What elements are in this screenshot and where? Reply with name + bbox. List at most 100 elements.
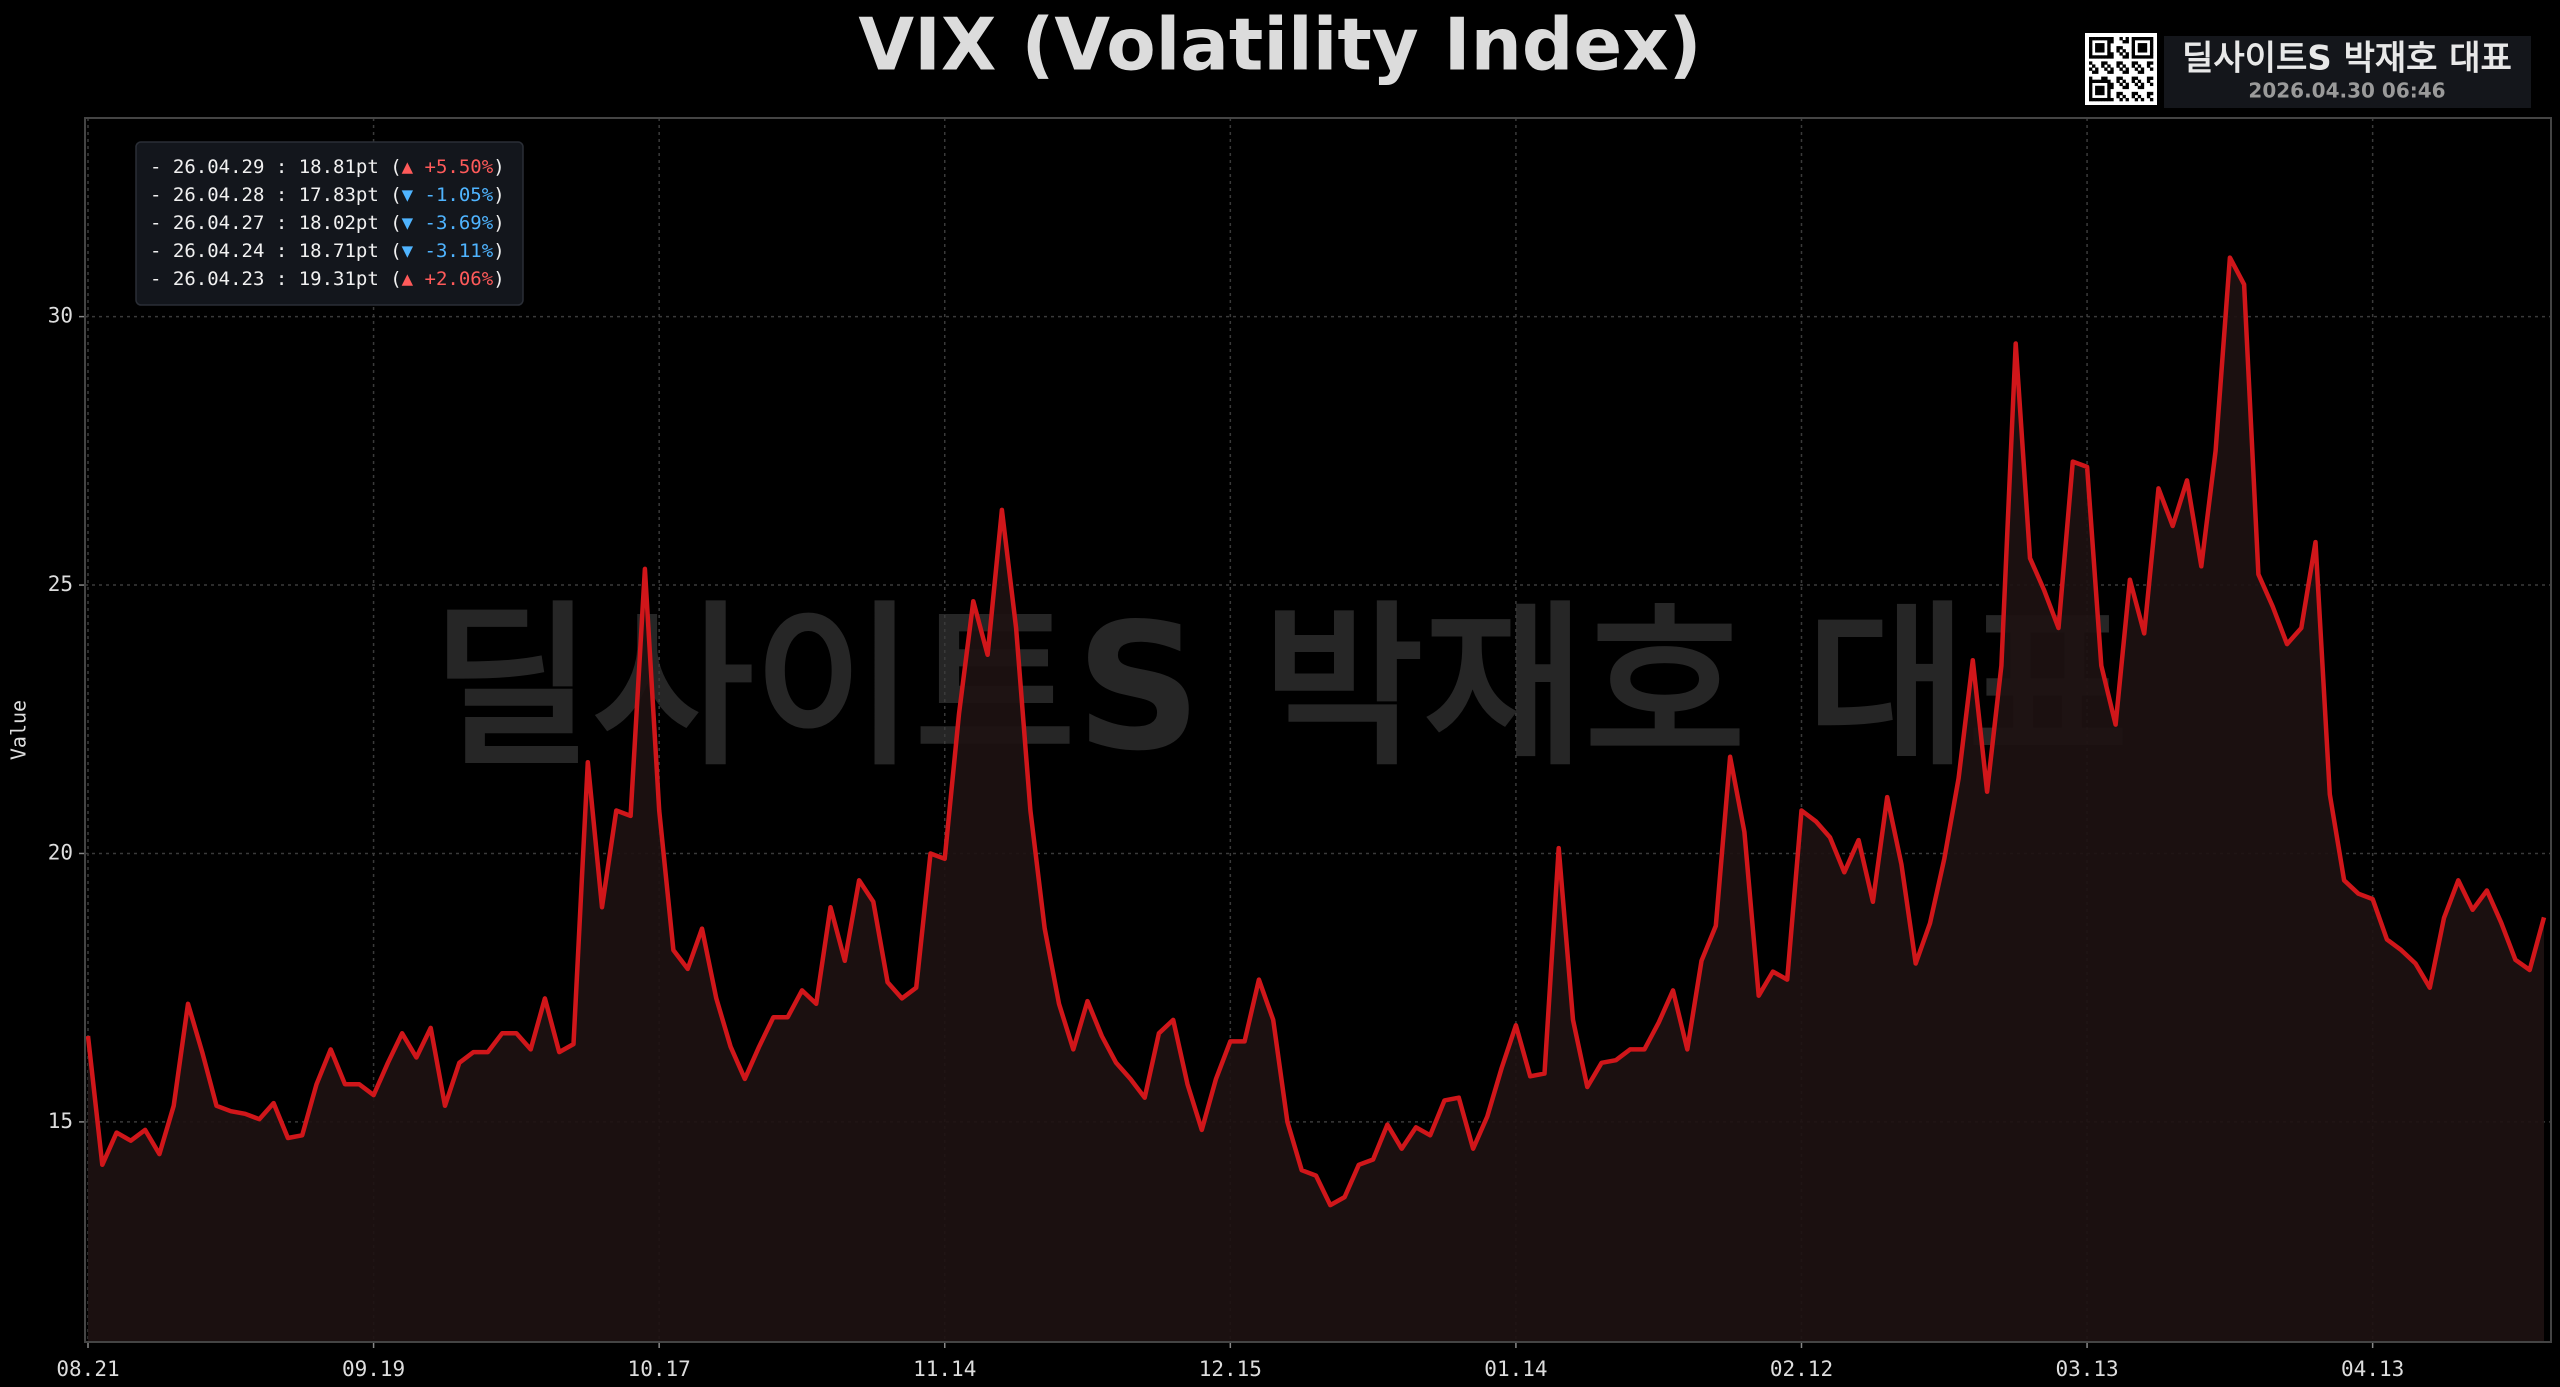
qr-cell <box>2137 79 2142 84</box>
qr-cell <box>2110 82 2114 87</box>
qr-cell <box>2095 70 2099 74</box>
qr-cell <box>2110 85 2114 90</box>
qr-cell <box>2092 64 2096 68</box>
qr-cell <box>2104 55 2108 59</box>
legend-text: - 26.04.27 : 18.02pt ( <box>150 212 402 234</box>
legend-text: - 26.04.23 : 19.31pt ( <box>150 268 402 290</box>
x-tick-label: 02.12 <box>1770 1357 1833 1381</box>
qr-cell <box>2149 52 2154 56</box>
x-tick-label: 03.13 <box>2055 1357 2118 1381</box>
qr-cell <box>2110 97 2114 102</box>
qr-cell <box>2089 79 2093 84</box>
qr-cell <box>2101 88 2105 93</box>
qr-cell <box>2149 55 2154 59</box>
qr-cell <box>2089 67 2093 71</box>
qr-cell <box>2089 76 2093 80</box>
qr-cell <box>2089 82 2093 87</box>
qr-cell <box>2134 67 2139 71</box>
qr-cell <box>2140 70 2145 74</box>
qr-cell <box>2137 94 2142 99</box>
qr-cell <box>2101 49 2105 53</box>
badge: 딜사이트S 박재호 대표 2026.04.30 06:46 <box>2085 33 2531 108</box>
qr-cell <box>2101 97 2105 102</box>
qr-cell <box>2101 55 2105 59</box>
qr-cell <box>2095 46 2099 50</box>
qr-cell <box>2134 61 2139 65</box>
qr-cell <box>2149 97 2154 102</box>
qr-cell <box>2146 55 2151 59</box>
qr-cell <box>2101 43 2105 47</box>
qr-cell <box>2098 37 2102 41</box>
qr-cell <box>2119 61 2123 65</box>
qr-cell <box>2143 49 2148 53</box>
qr-cell <box>2146 94 2151 99</box>
qr-cell <box>2149 37 2154 41</box>
qr-cell <box>2089 94 2093 99</box>
legend-change: ▲ +5.50% <box>402 156 494 178</box>
qr-cell <box>2101 61 2105 65</box>
qr-cell <box>2107 40 2111 44</box>
qr-cell <box>2089 55 2093 59</box>
qr-cell <box>2140 49 2145 53</box>
qr-cell <box>2119 97 2123 102</box>
qr-cell <box>2098 46 2102 50</box>
qr-cell <box>2104 67 2108 71</box>
qr-cell <box>2134 37 2139 41</box>
x-tick-label: 04.13 <box>2341 1357 2404 1381</box>
qr-cell <box>2134 76 2139 80</box>
legend-text: ) <box>493 184 504 206</box>
qr-cell <box>2131 43 2136 47</box>
qr-cell <box>2137 64 2142 68</box>
qr-cell <box>2101 91 2105 96</box>
qr-cell <box>2095 55 2099 59</box>
qr-cell <box>2092 79 2096 84</box>
qr-cell <box>2089 40 2093 44</box>
qr-cell <box>2149 46 2154 50</box>
qr-cell <box>2098 49 2102 53</box>
qr-cell <box>2119 46 2123 50</box>
qr-cell <box>2146 64 2151 68</box>
qr-cell <box>2089 88 2093 93</box>
qr-cell <box>2137 43 2142 47</box>
qr-cell <box>2116 91 2120 96</box>
legend-change: ▼ -3.69% <box>402 212 494 234</box>
qr-cell <box>2098 88 2102 93</box>
qr-cell <box>2125 52 2129 56</box>
qr-cell <box>2125 40 2129 44</box>
qr-cell <box>2122 94 2126 99</box>
qr-cell <box>2122 85 2126 90</box>
legend-text: - 26.04.24 : 18.71pt ( <box>150 240 402 262</box>
qr-cell <box>2107 97 2111 102</box>
qr-cell <box>2104 79 2108 84</box>
qr-cell <box>2140 46 2145 50</box>
qr-cell <box>2089 85 2093 90</box>
qr-cell <box>2143 43 2148 47</box>
qr-cell <box>2140 97 2145 102</box>
legend-change: ▲ +2.06% <box>402 268 494 290</box>
qr-cell <box>2110 67 2114 71</box>
qr-cell <box>2107 79 2111 84</box>
qr-cell <box>2089 46 2093 50</box>
qr-cell <box>2101 79 2105 84</box>
legend-entry: - 26.04.29 : 18.81pt (▲ +5.50%) <box>150 156 505 178</box>
qr-cell <box>2131 40 2136 44</box>
qr-cell <box>2098 43 2102 47</box>
qr-cell <box>2095 67 2099 71</box>
qr-cell <box>2092 70 2096 74</box>
legend-entry: - 26.04.23 : 19.31pt (▲ +2.06%) <box>150 268 505 290</box>
qr-cell <box>2095 85 2099 90</box>
qr-cell <box>2146 61 2151 65</box>
qr-cell <box>2134 82 2139 87</box>
y-tick-label: 25 <box>48 572 73 596</box>
qr-cell <box>2149 67 2154 71</box>
legend-change: ▼ -3.11% <box>402 240 494 262</box>
qr-cell <box>2146 37 2151 41</box>
qr-cell <box>2107 85 2111 90</box>
qr-cell <box>2089 91 2093 96</box>
qr-cell <box>2095 97 2099 102</box>
qr-cell <box>2131 46 2136 50</box>
qr-cell <box>2134 55 2139 59</box>
qr-cell <box>2149 40 2154 44</box>
x-tick-label: 09.19 <box>342 1357 405 1381</box>
qr-cell <box>2122 55 2126 59</box>
